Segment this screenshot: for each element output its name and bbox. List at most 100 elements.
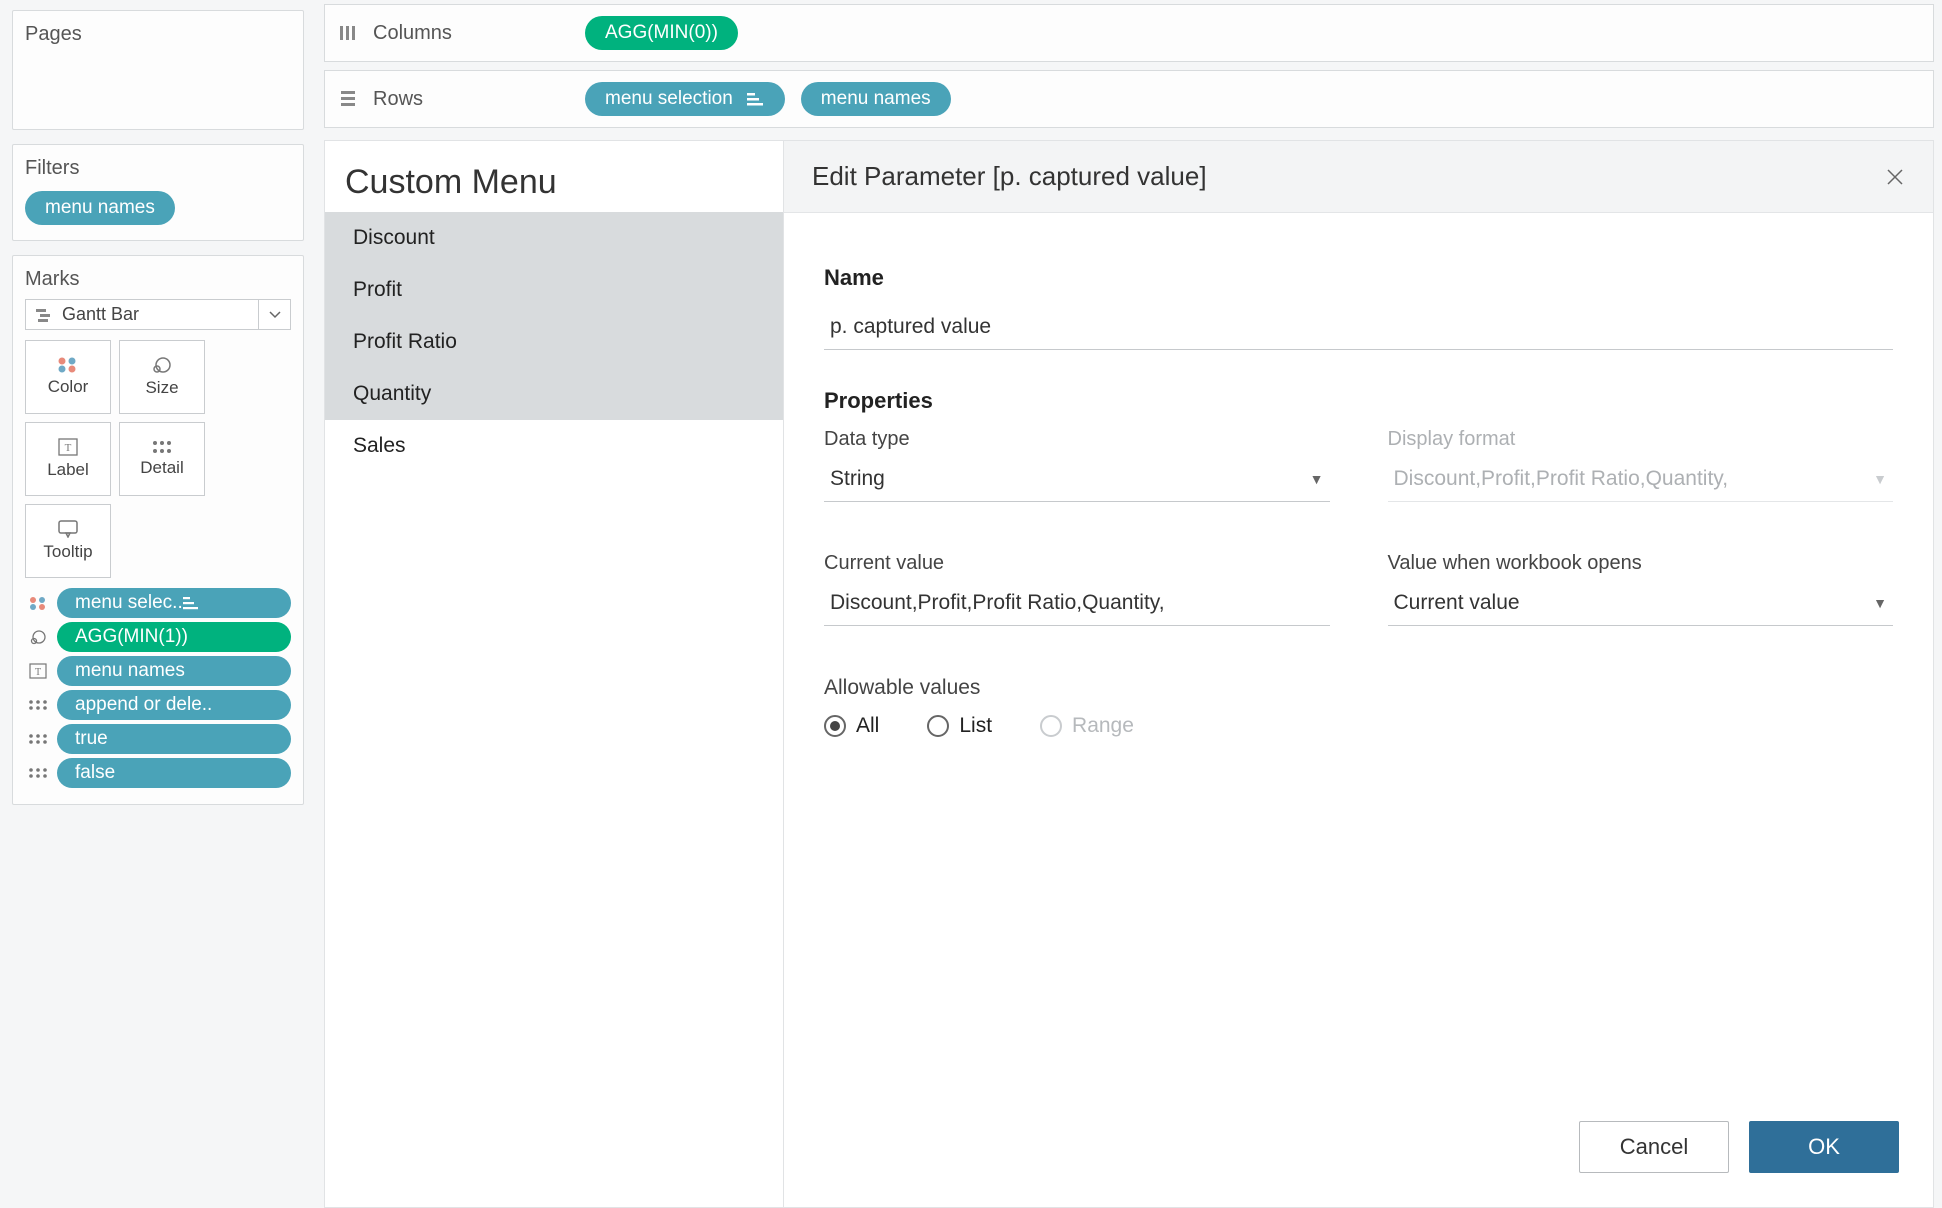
menu-item[interactable]: Discount — [325, 212, 783, 264]
mark-row: Tmenu names — [25, 656, 291, 686]
marks-pill-list: menu selec.. AGG(MIN(1)) Tmenu names append… — [25, 588, 291, 788]
menu-item[interactable]: Profit — [325, 264, 783, 316]
rows-pill-menu-names[interactable]: menu names — [801, 82, 951, 116]
filters-panel: Filters menu names — [12, 144, 304, 241]
columns-label: Columns — [373, 22, 452, 45]
mark-pill[interactable]: true — [57, 724, 291, 754]
mark-pill[interactable]: append or dele.. — [57, 690, 291, 720]
radio-range: Range — [1040, 714, 1134, 738]
current-value-input[interactable] — [824, 581, 1330, 626]
allowable-values-radios: All List Range — [824, 714, 1893, 738]
close-button[interactable] — [1885, 167, 1905, 187]
pill-label: menu names — [45, 197, 155, 219]
marks-color-button[interactable]: Color — [25, 340, 111, 414]
ok-button[interactable]: OK — [1749, 1121, 1899, 1173]
mark-row: AGG(MIN(1)) — [25, 622, 291, 652]
dialog-body: Name Properties Data type String ▼ Di — [784, 213, 1933, 738]
gantt-bar-icon — [36, 308, 54, 322]
dialog-header: Edit Parameter [p. captured value] — [784, 141, 1933, 213]
detail-dots-icon — [25, 767, 51, 779]
rows-icon — [339, 90, 361, 108]
label: Detail — [140, 458, 183, 478]
pill-label: menu names — [821, 88, 931, 110]
radio-circle-icon — [1040, 715, 1062, 737]
radio-circle-icon — [927, 715, 949, 737]
marks-buttons: Color Size T Label — [25, 340, 291, 578]
current-value-label: Current value — [824, 552, 1330, 575]
marks-label-button[interactable]: T Label — [25, 422, 111, 496]
pill-label: append or dele.. — [75, 694, 212, 716]
custom-menu-list: DiscountProfitProfit RatioQuantitySales — [325, 212, 783, 472]
pill-label: true — [75, 728, 108, 750]
marks-detail-button[interactable]: Detail — [119, 422, 205, 496]
mark-row: menu selec.. — [25, 588, 291, 618]
chevron-down-icon: ▼ — [1873, 471, 1887, 487]
edit-parameter-dialog: Edit Parameter [p. captured value] Name … — [784, 140, 1934, 1208]
sort-icon — [183, 596, 199, 610]
marks-panel: Marks Gantt Bar Color — [12, 255, 304, 805]
filter-pill-menu-names[interactable]: menu names — [25, 191, 175, 225]
columns-pill-agg-min0[interactable]: AGG(MIN(0)) — [585, 16, 738, 50]
radio-all[interactable]: All — [824, 714, 879, 738]
menu-item[interactable]: Quantity — [325, 368, 783, 420]
label: Color — [48, 377, 89, 397]
mark-pill[interactable]: menu names — [57, 656, 291, 686]
workspace: Custom Menu DiscountProfitProfit RatioQu… — [324, 140, 1934, 1208]
display-format-select: Discount,Profit,Profit Ratio,Quantity, ▼ — [1388, 457, 1894, 502]
open-value-label: Value when workbook opens — [1388, 552, 1894, 575]
tooltip-icon — [57, 520, 79, 538]
radio-circle-icon — [824, 715, 846, 737]
menu-item[interactable]: Profit Ratio — [325, 316, 783, 368]
marks-size-button[interactable]: Size — [119, 340, 205, 414]
radio-list-label: List — [959, 714, 992, 738]
pill-label: false — [75, 762, 115, 784]
mark-row: false — [25, 758, 291, 788]
rows-shelf[interactable]: Rows menu selection menu names — [324, 70, 1934, 128]
name-input[interactable] — [824, 305, 1893, 350]
close-icon — [1885, 167, 1905, 187]
columns-shelf[interactable]: Columns AGG(MIN(0)) — [324, 4, 1934, 62]
marks-type-row: Gantt Bar — [25, 299, 291, 330]
text-box-icon: T — [25, 663, 51, 679]
menu-item[interactable]: Sales — [325, 420, 783, 472]
color-dots-icon — [25, 596, 51, 610]
data-type-select[interactable]: String ▼ — [824, 457, 1330, 502]
chevron-down-icon — [269, 311, 281, 319]
label: Size — [145, 378, 178, 398]
dialog-footer: Cancel OK — [1579, 1121, 1899, 1173]
pages-panel: Pages — [12, 10, 304, 130]
rows-pill-menu-selection[interactable]: menu selection — [585, 82, 785, 116]
mark-pill[interactable]: menu selec.. — [57, 588, 291, 618]
marks-type-select[interactable]: Gantt Bar — [25, 299, 259, 330]
cancel-button[interactable]: Cancel — [1579, 1121, 1729, 1173]
pill-label: AGG(MIN(0)) — [605, 22, 718, 44]
mark-row: append or dele.. — [25, 690, 291, 720]
marks-type-label: Gantt Bar — [62, 304, 139, 325]
dialog-title: Edit Parameter [p. captured value] — [812, 161, 1207, 192]
columns-label-box: Columns — [339, 22, 569, 45]
side-panels: Pages Filters menu names Marks Gantt Bar — [0, 0, 316, 1208]
radio-all-label: All — [856, 714, 879, 738]
mark-pill[interactable]: AGG(MIN(1)) — [57, 622, 291, 652]
properties-section-label: Properties — [824, 388, 1893, 414]
display-format-value: Discount,Profit,Profit Ratio,Quantity, — [1394, 467, 1729, 491]
sort-icon — [747, 91, 765, 107]
allowable-values-label: Allowable values — [824, 676, 1893, 700]
custom-menu-title: Custom Menu — [325, 141, 783, 212]
radio-range-label: Range — [1072, 714, 1134, 738]
chevron-down-icon: ▼ — [1873, 595, 1887, 611]
radio-list[interactable]: List — [927, 714, 992, 738]
mark-pill[interactable]: false — [57, 758, 291, 788]
pill-label: AGG(MIN(1)) — [75, 626, 188, 648]
marks-type-dropdown[interactable] — [259, 299, 291, 330]
chevron-down-icon: ▼ — [1310, 471, 1324, 487]
pill-label: menu selec.. — [75, 592, 183, 614]
mark-row: true — [25, 724, 291, 754]
size-circle-icon — [151, 356, 173, 374]
marks-title: Marks — [25, 268, 291, 291]
pages-title: Pages — [25, 23, 291, 46]
marks-tooltip-button[interactable]: Tooltip — [25, 504, 111, 578]
open-value-select[interactable]: Current value ▼ — [1388, 581, 1894, 626]
size-circle-icon — [25, 629, 51, 645]
open-value-value: Current value — [1394, 591, 1520, 615]
